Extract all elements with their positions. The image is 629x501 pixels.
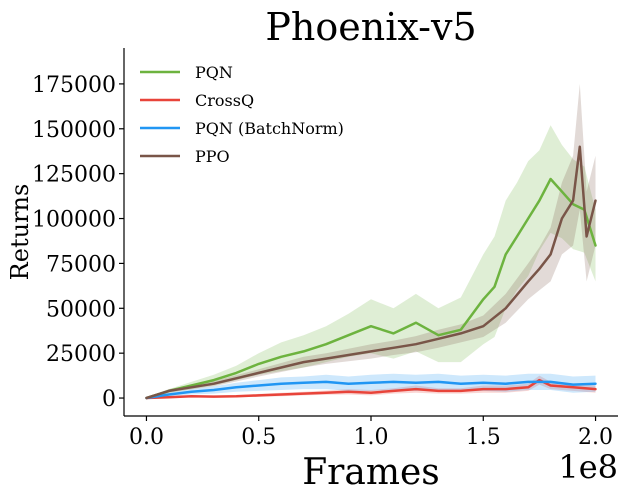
axes: 0.0 0.5 1.0 1.5 2.0 0 25000 50000 75000 100000 125… <box>32 48 618 450</box>
line-crossq <box>145 378 597 400</box>
x-tick-label: 0.5 <box>241 425 276 450</box>
legend-label-crossq: CrossQ <box>195 91 254 110</box>
band-ppo <box>146 83 596 399</box>
x-tick-label: 1.0 <box>354 425 389 450</box>
band-pqn-batchnorm <box>146 373 596 399</box>
y-tick-label: 25000 <box>46 342 116 367</box>
y-tick-label: 125000 <box>32 163 116 188</box>
y-tick-label: 75000 <box>46 252 116 277</box>
x-tick-label: 2.0 <box>578 425 613 450</box>
series-lines <box>145 145 597 400</box>
line-pqn-batchnorm <box>145 380 597 400</box>
y-axis-label: Returns <box>6 184 34 281</box>
line-pqn <box>145 177 597 400</box>
legend-label-pqn: PQN <box>195 63 233 82</box>
legend-label-ppo: PPO <box>195 147 230 166</box>
y-tick-label: 0 <box>102 387 116 412</box>
line-ppo <box>145 145 597 400</box>
chart-title: Phoenix-v5 <box>265 5 476 49</box>
band-pqn <box>146 125 596 399</box>
x-axis-offset-label: 1e8 <box>558 448 618 486</box>
legend: PQN CrossQ PQN (BatchNorm) PPO <box>140 63 344 166</box>
confidence-bands <box>146 83 596 399</box>
y-tick-label: 150000 <box>32 118 116 143</box>
y-tick-label: 175000 <box>32 73 116 98</box>
y-tick-label: 100000 <box>32 208 116 233</box>
band-crossq <box>146 375 596 399</box>
x-axis-label: Frames <box>302 452 440 493</box>
x-tick-label: 0.0 <box>129 425 164 450</box>
y-tick-label: 50000 <box>46 297 116 322</box>
x-tick-label: 1.5 <box>466 425 501 450</box>
legend-label-pqn-batchnorm: PQN (BatchNorm) <box>195 119 344 138</box>
